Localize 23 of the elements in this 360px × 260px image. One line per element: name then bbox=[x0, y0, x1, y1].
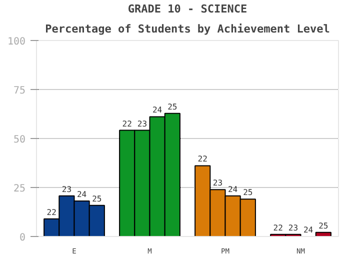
text: 23 bbox=[288, 223, 298, 232]
series-label: 24 bbox=[76, 190, 87, 200]
text: 25 bbox=[318, 221, 328, 230]
y-tick-label: 50 bbox=[13, 134, 26, 146]
y-tick-label: 100 bbox=[7, 36, 26, 48]
text: 23 bbox=[137, 119, 148, 128]
y-tick-label: 75 bbox=[13, 86, 26, 96]
text: 22 bbox=[122, 119, 132, 128]
text: 24 bbox=[228, 184, 238, 194]
y-tick-label: 0 bbox=[19, 232, 26, 244]
series-label: 22 bbox=[46, 208, 57, 217]
series-label: 23 bbox=[62, 184, 72, 194]
text: 22 bbox=[198, 154, 208, 164]
text: 22 bbox=[273, 223, 283, 232]
series-label: 25 bbox=[92, 194, 102, 204]
text: 25 bbox=[168, 102, 178, 112]
chart-subtitle: Percentage of Students by Achievement Level bbox=[45, 22, 330, 36]
text: 24 bbox=[152, 106, 162, 115]
text: 24 bbox=[303, 226, 314, 234]
text: 25 bbox=[243, 188, 253, 198]
y-tick-label: 25 bbox=[13, 184, 26, 194]
text: 23 bbox=[212, 178, 223, 188]
chart-title: GRADE 10 - SCIENCE bbox=[128, 2, 248, 16]
